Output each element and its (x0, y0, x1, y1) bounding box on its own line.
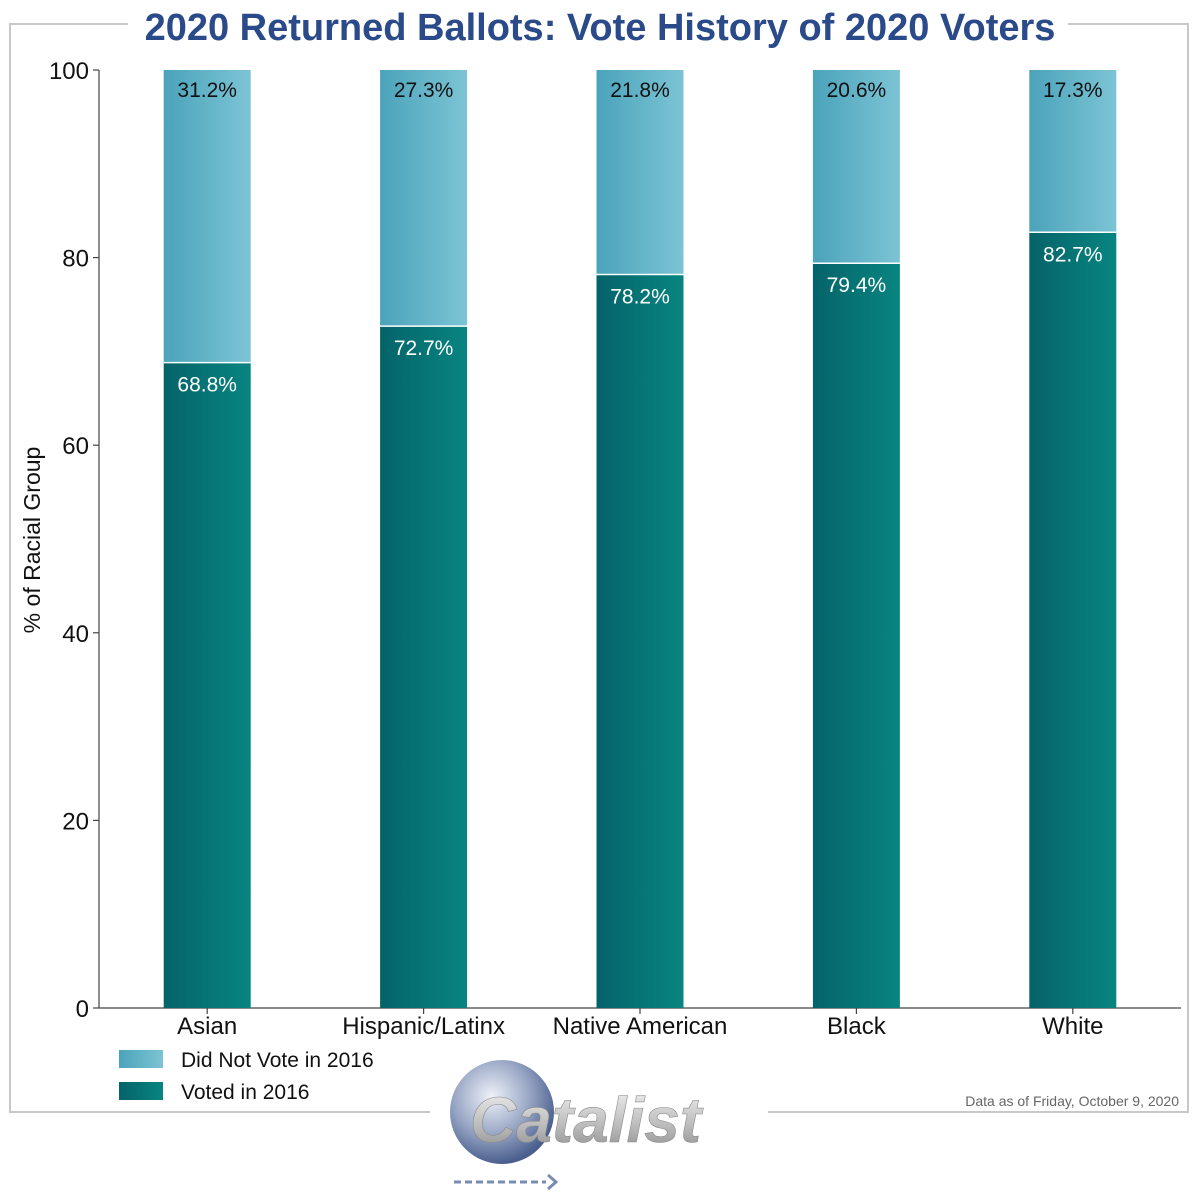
data-date-note: Data as of Friday, October 9, 2020 (965, 1093, 1179, 1109)
x-ticks: Asian Hispanic/Latinx Native American Black… (177, 1008, 1103, 1040)
y-tick-label: 40 (62, 621, 89, 648)
bar-did-not-vote-2016 (163, 70, 251, 363)
data-label-did-not-vote: 20.6% (827, 79, 887, 102)
y-axis-label: % of Racial Group (19, 447, 45, 634)
bar-did-not-vote-2016 (380, 70, 468, 327)
bar-voted-2016 (163, 362, 251, 1008)
bar-did-not-vote-2016 (596, 70, 684, 275)
legend: Did Not Vote in 2016 Voted in 2016 (119, 1049, 374, 1104)
chart-title: 2020 Returned Ballots: Vote History of 2… (145, 7, 1056, 49)
data-label-voted: 72.7% (394, 337, 454, 360)
legend-swatch-did-not-vote (119, 1050, 163, 1068)
data-label-did-not-vote: 17.3% (1043, 79, 1103, 102)
bar-did-not-vote-2016 (1029, 70, 1117, 233)
logo-arrow-icon (547, 1173, 559, 1191)
y-tick-label: 60 (62, 433, 89, 460)
y-tick-label: 80 (62, 246, 89, 273)
bars: 31.2% 68.8% 27.3% 72.7% 21.8% 78.2% 20.6% 79.4%… (163, 70, 1117, 1009)
frame-right-top (768, 23, 1189, 1113)
catalist-logo: Catalist (450, 1060, 704, 1191)
category-label: Black (827, 1013, 887, 1040)
y-tick-label: 0 (76, 996, 89, 1023)
category-label: Native American (553, 1013, 728, 1040)
data-label-voted: 79.4% (827, 274, 887, 297)
legend-label-did-not-vote: Did Not Vote in 2016 (181, 1049, 374, 1072)
category-label: Asian (177, 1013, 237, 1040)
category-label: White (1042, 1013, 1103, 1040)
data-label-did-not-vote: 21.8% (610, 79, 670, 102)
data-label-did-not-vote: 31.2% (177, 79, 237, 102)
bar-voted-2016 (380, 326, 468, 1009)
data-label-did-not-vote: 27.3% (394, 79, 454, 102)
logo-sphere (450, 1060, 554, 1164)
data-label-voted: 82.7% (1043, 243, 1103, 266)
data-label-voted: 68.8% (177, 374, 237, 397)
bar-voted-2016 (812, 263, 900, 1008)
bar-voted-2016 (1029, 232, 1117, 1009)
bar-did-not-vote-2016 (812, 70, 900, 264)
bar-voted-2016 (596, 274, 684, 1008)
chart-frame (9, 23, 1189, 1113)
y-ticks: 0 20 40 60 80 100 (49, 58, 99, 1023)
y-tick-label: 100 (49, 58, 89, 85)
y-tick-label: 20 (62, 808, 89, 835)
legend-label-voted: Voted in 2016 (181, 1081, 309, 1104)
logo-wordmark: Catalist (470, 1084, 704, 1156)
frame-left-top (9, 23, 430, 1113)
legend-swatch-voted (119, 1082, 163, 1100)
data-label-voted: 78.2% (610, 285, 670, 308)
category-label: Hispanic/Latinx (342, 1013, 505, 1040)
